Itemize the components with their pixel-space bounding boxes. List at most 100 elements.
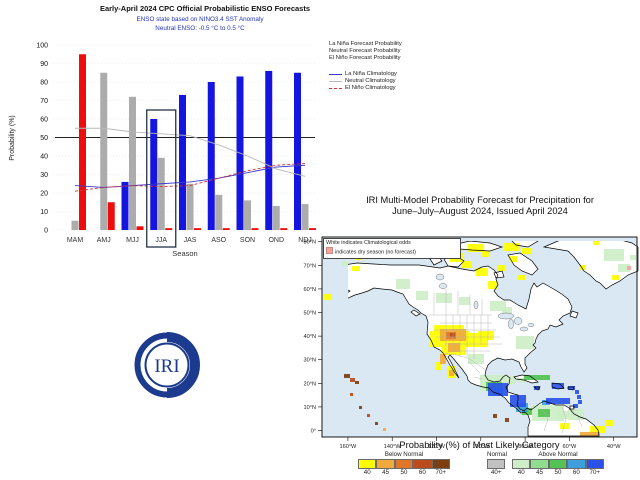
probability-patch-g70	[573, 404, 578, 408]
probability-patch-y40	[593, 241, 599, 245]
map-legend-group-title: Below Normal	[384, 451, 424, 458]
probability-patch-g45	[436, 293, 452, 303]
probability-patch-y40	[352, 266, 360, 271]
probability-patch-y45	[449, 370, 454, 376]
map-axis-labels: 80°N 70°N 60°N 50°N 40°N 30°N 20°N 10°N 0° 160°W 1…	[304, 240, 622, 450]
lon-tick-label: 120°W	[428, 444, 446, 450]
x-tick-label: OND	[268, 237, 284, 244]
map-frame	[321, 236, 638, 438]
probability-patch-g45	[490, 301, 506, 311]
probability-patch-g70	[568, 386, 575, 390]
bar	[222, 228, 230, 230]
y-tick-label: 40	[40, 154, 48, 161]
bar	[244, 200, 251, 230]
legend-item-label: La Niña Climatology	[345, 71, 397, 77]
probability-patch-g55	[524, 375, 550, 380]
map-legend-boxes	[487, 459, 506, 469]
bar	[71, 220, 79, 230]
probability-patch-g45	[502, 307, 512, 314]
bar	[100, 72, 108, 230]
probability-patch-y40	[503, 243, 519, 251]
lat-tick-label: 10°N	[304, 405, 317, 411]
bar	[165, 228, 173, 230]
enso-chart-legend: La Niña Forecast Probability Neutral Fore…	[329, 41, 449, 92]
map-legend-box-label: 70+	[589, 469, 601, 476]
enso-chart-subtitle-2: Neutral ENSO: -0.5 °C to 0.5 °C	[155, 25, 245, 32]
probability-patch-y40	[324, 294, 332, 300]
iri-logo: IRI	[134, 332, 200, 398]
bar	[107, 202, 115, 230]
map-legend-color-box	[512, 459, 531, 469]
probability-patch-y45	[440, 354, 446, 364]
bar	[136, 226, 144, 230]
enso-bar-chart: 0 10 20 30 40 50 60 70 80 90 100 MAM AMJ MJJ JJA JAS ASO…	[9, 43, 316, 258]
lon-tick-label: 100°W	[472, 444, 490, 450]
map-legend-box-label: 40+	[490, 469, 502, 476]
x-tick-label: AMJ	[97, 237, 111, 244]
map-legend-labels: 40 45 50 60 70+	[512, 469, 604, 476]
lon-tick-label: 140°W	[384, 444, 402, 450]
x-tick-label: JJA	[155, 237, 167, 244]
map-title-line1: IRI Multi-Model Probability Forecast for…	[366, 195, 594, 205]
map-legend-box-label: 50	[400, 469, 408, 476]
legend-item-label: El Niño Climatology	[345, 85, 396, 91]
map-legend-group-title: Above Normal	[538, 451, 578, 458]
bar	[207, 82, 215, 230]
x-tick-label: JAS	[184, 237, 197, 244]
bar	[301, 204, 309, 230]
bar	[129, 96, 136, 230]
probability-patch-g45	[568, 409, 584, 420]
map-legend-group: Above Normal 40 45 50 60 70+	[512, 451, 604, 476]
legend-item-label: El Niño Forecast Probability	[329, 55, 401, 61]
lat-tick-label: 30°N	[304, 358, 317, 364]
map-legend-color-box	[585, 459, 604, 469]
probability-patch-y40	[468, 244, 484, 252]
bar	[309, 228, 316, 230]
probability-patch-y40	[482, 251, 490, 257]
lon-tick-label: 80°W	[518, 444, 532, 450]
legend-item: La Niña Forecast Probability	[329, 41, 449, 48]
lat-tick-label: 40°N	[304, 334, 317, 340]
highlight-box-jja	[146, 109, 177, 248]
legend-item: Neutral Forecast Probability	[329, 48, 449, 55]
probability-patch-g70	[578, 400, 582, 404]
map-legend-group: Below Normal 40 45 50 60 70+	[358, 451, 450, 476]
probability-patch-g45	[459, 297, 470, 305]
x-tick-label: MJJ	[126, 237, 139, 244]
map-legend-boxes	[358, 459, 450, 469]
bar	[215, 194, 223, 230]
y-tick-label: 10	[40, 209, 48, 216]
enso-chart-title: Early-April 2024 CPC Official Probabilis…	[99, 4, 311, 13]
probability-patch-y70	[355, 381, 359, 384]
y-tick-label: 90	[40, 61, 48, 68]
iri-logo-crescent	[166, 332, 200, 398]
x-tick-label: NDJ	[298, 237, 312, 244]
climatology-line-1	[75, 127, 306, 177]
lat-tick-label: 20°N	[304, 381, 317, 387]
probability-patch-y40	[518, 275, 525, 280]
map-lakes	[435, 273, 535, 332]
x-tick-label: SON	[240, 237, 255, 244]
bars-1	[71, 72, 309, 230]
probability-patch-g45	[516, 336, 534, 349]
probability-patch-y40	[488, 281, 498, 289]
probability-patch-y40	[580, 265, 586, 270]
bar	[186, 183, 194, 230]
climatology-line-2	[74, 162, 306, 192]
lat-tick-label: 60°N	[304, 287, 317, 293]
probability-patch-y45	[580, 432, 600, 436]
probability-patch-y40	[435, 362, 441, 370]
bar	[251, 228, 259, 230]
map-legend-color-box	[567, 459, 586, 469]
legend-line-swatch	[329, 88, 342, 89]
map-title: IRI Multi-Model Probability Forecast for…	[317, 195, 640, 216]
lon-tick-label: 60°W	[563, 444, 577, 450]
climatology-line-0	[74, 164, 306, 188]
bar	[121, 181, 129, 230]
map-legend-labels: 40+	[487, 469, 505, 476]
bar	[79, 54, 86, 230]
legend-item: El Niño Climatology	[329, 85, 449, 92]
map-legend-color-box	[413, 459, 432, 469]
map-legend-color-box	[376, 459, 395, 469]
map-coastlines	[348, 241, 639, 437]
